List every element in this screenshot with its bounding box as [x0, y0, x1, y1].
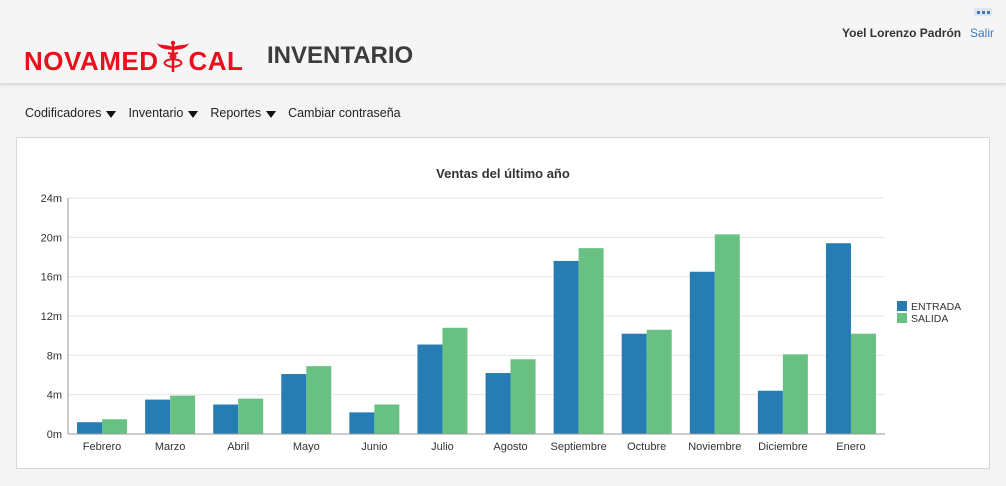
- bar-salida-junio[interactable]: [374, 404, 400, 435]
- caret-down-icon: [106, 110, 117, 118]
- caret-down-icon: [188, 110, 199, 118]
- nav-item-label: Inventario: [128, 106, 184, 120]
- bar-entrada-septiembre[interactable]: [553, 260, 579, 434]
- y-tick-label: 12m: [41, 311, 62, 323]
- bar-salida-julio[interactable]: [442, 327, 468, 434]
- bar-entrada-febrero[interactable]: [77, 422, 103, 434]
- nav-item-label: Codificadores: [25, 106, 102, 120]
- nav-inventario[interactable]: Inventario: [128, 106, 199, 120]
- y-tick-label: 0m: [47, 429, 62, 441]
- x-tick-label: Julio: [431, 441, 454, 453]
- x-tick-label: Diciembre: [758, 441, 808, 453]
- novamedical-logo[interactable]: NOVAMED CAL: [24, 40, 243, 76]
- bar-entrada-octubre[interactable]: [621, 333, 647, 434]
- bar-salida-marzo[interactable]: [170, 395, 196, 434]
- bar-salida-febrero[interactable]: [102, 419, 128, 434]
- bar-salida-agosto[interactable]: [510, 359, 536, 434]
- x-tick-label: Enero: [836, 441, 865, 453]
- legend-label-entrada: ENTRADA: [911, 301, 961, 313]
- main-nav: Codificadores Inventario Reportes Cambia…: [25, 106, 401, 120]
- app-title: INVENTARIO: [267, 42, 414, 69]
- y-tick-label: 4m: [47, 390, 62, 402]
- caret-down-icon: [266, 110, 277, 118]
- y-tick-label: 16m: [41, 272, 62, 284]
- legend-swatch-entrada: [897, 301, 907, 311]
- bar-salida-abril[interactable]: [238, 398, 264, 434]
- bar-salida-octubre[interactable]: [646, 329, 672, 434]
- bar-salida-diciembre[interactable]: [782, 354, 808, 434]
- bar-entrada-junio[interactable]: [349, 412, 375, 434]
- x-tick-label: Noviembre: [688, 441, 741, 453]
- x-tick-label: Abril: [227, 441, 249, 453]
- x-tick-label: Septiembre: [550, 441, 606, 453]
- bar-salida-enero[interactable]: [850, 333, 876, 434]
- bar-salida-noviembre[interactable]: [714, 234, 740, 434]
- user-name: Yoel Lorenzo Padrón: [842, 26, 962, 40]
- x-tick-label: Agosto: [493, 441, 527, 453]
- bar-entrada-abril[interactable]: [213, 404, 239, 435]
- chart-panel: Ventas del último año 0m 4m 8m 12m 16m 20m 24m…: [16, 137, 990, 469]
- nav-item-label: Cambiar contraseña: [288, 106, 401, 120]
- nav-item-label: Reportes: [210, 106, 262, 120]
- y-tick-label: 20m: [41, 232, 62, 244]
- bar-salida-mayo[interactable]: [306, 366, 332, 434]
- nav-reportes[interactable]: Reportes: [210, 106, 277, 120]
- chart-title: Ventas del último año: [436, 166, 570, 181]
- y-tick-label: 8m: [47, 350, 62, 362]
- bar-entrada-julio[interactable]: [417, 344, 443, 434]
- x-tick-label: Octubre: [627, 441, 666, 453]
- nav-cambiar-contrasena[interactable]: Cambiar contraseña: [288, 106, 401, 120]
- app-header: NOVAMED CAL INVENTARIO Yoel Lorenzo Padr…: [0, 0, 1006, 84]
- x-tick-label: Mayo: [293, 441, 320, 453]
- caduceus-icon: [157, 40, 190, 72]
- bar-salida-septiembre[interactable]: [578, 248, 604, 434]
- nav-codificadores[interactable]: Codificadores: [25, 106, 117, 120]
- bar-entrada-agosto[interactable]: [485, 373, 511, 434]
- x-tick-label: Junio: [361, 441, 387, 453]
- bar-entrada-diciembre[interactable]: [757, 390, 783, 434]
- x-tick-label: Febrero: [83, 441, 122, 453]
- overflow-menu-icon[interactable]: [974, 8, 992, 16]
- x-tick-label: Marzo: [155, 441, 186, 453]
- bar-entrada-enero[interactable]: [825, 243, 851, 434]
- logout-link[interactable]: Salir: [970, 26, 995, 40]
- y-tick-label: 24m: [41, 193, 62, 205]
- legend-swatch-salida: [897, 313, 907, 323]
- bar-entrada-marzo[interactable]: [145, 399, 171, 434]
- sales-chart: Ventas del último año 0m 4m 8m 12m 16m 20m 24m…: [41, 166, 962, 453]
- bar-entrada-noviembre[interactable]: [689, 271, 715, 434]
- bar-entrada-mayo[interactable]: [281, 374, 307, 434]
- legend-label-salida: SALIDA: [911, 313, 948, 325]
